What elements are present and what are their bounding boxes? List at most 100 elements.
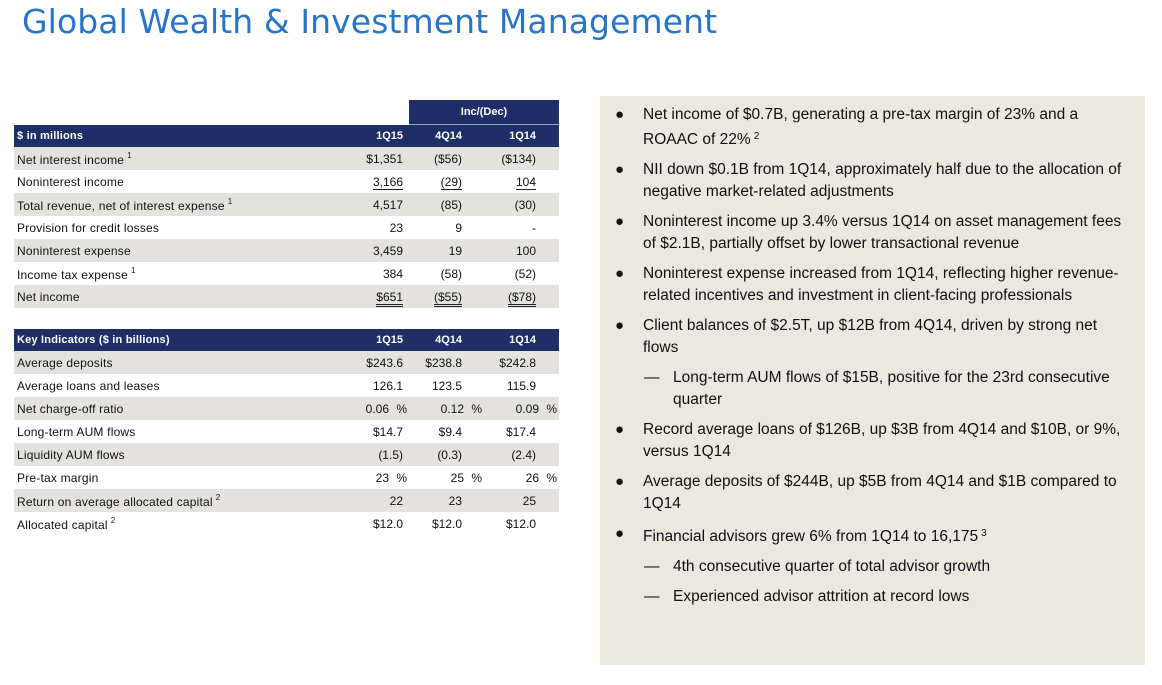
table-row: Net income $651 ($55) ($78): [14, 285, 559, 308]
bullet-item: ● Net income of $0.7B, generating a pre-t…: [600, 104, 1145, 151]
table-row: Provision for credit losses 23 9 -: [14, 216, 559, 239]
value-text: 3,459: [372, 243, 403, 258]
header-col-4q14: 4Q14: [409, 124, 484, 147]
percent-sign: %: [471, 401, 482, 416]
row-label-text: Return on average allocated capital: [17, 494, 213, 509]
row-value-c2: 0.12%: [409, 397, 484, 420]
value-text: 126.1: [372, 378, 403, 393]
indicators-header-row: Key Indicators ($ in billions) 1Q15 4Q14…: [14, 329, 559, 351]
value-text: 0.12: [440, 401, 464, 416]
value-text: ($134): [501, 151, 536, 166]
value-text: 123.5: [431, 378, 462, 393]
table-row: Net interest income 1 $1,351 ($56) ($134): [14, 147, 559, 170]
row-value-c3: ($134): [484, 147, 559, 170]
indicators-header-label: Key Indicators ($ in billions): [14, 329, 329, 351]
row-label-text: Total revenue, net of interest expense: [17, 198, 225, 213]
financials-header-row: $ in millions 1Q15 4Q14 1Q14: [14, 124, 559, 147]
row-value-c2: 123.5: [409, 374, 484, 397]
value-text: $17.4: [505, 424, 536, 439]
financials-header-label: $ in millions: [14, 124, 329, 147]
sub-bullet-item: — Experienced advisor attrition at record…: [600, 586, 1145, 608]
row-value-c1: 384: [329, 262, 409, 285]
footnote-marker: 3: [981, 528, 987, 539]
row-label: Net charge-off ratio: [14, 397, 329, 420]
row-value-c2: 25%: [409, 466, 484, 489]
value-text: (52): [514, 266, 536, 281]
row-label-text: Net interest income: [17, 152, 125, 167]
row-label: Average deposits: [14, 351, 329, 374]
bullet-marker: ●: [615, 525, 625, 542]
row-value-c3: $242.8: [484, 351, 559, 374]
bullet-marker: ●: [615, 106, 625, 123]
row-label-text: Net charge-off ratio: [17, 401, 124, 416]
value-text: -: [532, 220, 536, 235]
bullet-text: NII down $0.1B from 1Q14, approximately …: [643, 161, 1122, 200]
row-value-c1: 3,459: [329, 239, 409, 262]
row-label: Provision for credit losses: [14, 216, 329, 239]
inc-dec-header: Inc/(Dec): [409, 100, 559, 125]
percent-sign: %: [396, 470, 407, 485]
bullet-text: Noninterest income up 3.4% versus 1Q14 o…: [643, 213, 1122, 252]
bullet-item: ● Financial advisors grew 6% from 1Q14 to…: [600, 523, 1145, 548]
row-value-c2: ($56): [409, 147, 484, 170]
row-label-text: Pre-tax margin: [17, 470, 99, 485]
row-value-c2: (0.3): [409, 443, 484, 466]
row-value-c2: (58): [409, 262, 484, 285]
value-text: 384: [382, 266, 403, 281]
bullet-marker: ●: [615, 265, 625, 282]
row-label: Long-term AUM flows: [14, 420, 329, 443]
row-label-text: Noninterest expense: [17, 243, 131, 258]
row-value-c1: 3,166: [329, 170, 409, 193]
commentary-list: ● Net income of $0.7B, generating a pre-t…: [600, 104, 1145, 616]
value-text: (1.5): [378, 447, 403, 462]
dash-marker: —: [644, 369, 660, 386]
value-text: $14.7: [372, 424, 403, 439]
header-col-1q15: 1Q15: [329, 329, 409, 351]
value-text: ($55): [433, 289, 462, 307]
row-label: Average loans and leases: [14, 374, 329, 397]
bullet-marker: ●: [615, 473, 625, 490]
header-col-1q15: 1Q15: [329, 124, 409, 147]
value-text: (85): [440, 197, 462, 212]
value-text: ($78): [507, 289, 536, 307]
row-label: Noninterest expense: [14, 239, 329, 262]
percent-sign: %: [396, 401, 407, 416]
bullet-item: ● Noninterest income up 3.4% versus 1Q14 …: [600, 211, 1145, 255]
row-label: Income tax expense 1: [14, 262, 329, 285]
value-text: (58): [440, 266, 462, 281]
row-value-c2: $238.8: [409, 351, 484, 374]
footnote-marker: 2: [110, 515, 116, 525]
row-label-text: Average deposits: [17, 355, 113, 370]
table-row: Total revenue, net of interest expense 1 4…: [14, 193, 559, 216]
row-label: Net interest income 1: [14, 147, 329, 170]
commentary-panel: ● Net income of $0.7B, generating a pre-t…: [600, 96, 1145, 665]
row-value-c1: 0.06%: [329, 397, 409, 420]
value-text: (0.3): [437, 447, 462, 462]
bullet-text: Net income of $0.7B, generating a pre-ta…: [643, 106, 1079, 148]
bullet-item: ● Average deposits of $244B, up $5B from …: [600, 471, 1145, 515]
key-indicators-table: Key Indicators ($ in billions) 1Q15 4Q14…: [14, 329, 559, 535]
row-label-text: Income tax expense: [17, 267, 128, 282]
row-label: Return on average allocated capital 2: [14, 489, 329, 512]
value-text: $238.8: [425, 355, 462, 370]
bullet-text: Noninterest expense increased from 1Q14,…: [643, 265, 1119, 304]
value-text: ($56): [433, 151, 462, 166]
bullet-item: ● NII down $0.1B from 1Q14, approximately…: [600, 159, 1145, 203]
row-label: Liquidity AUM flows: [14, 443, 329, 466]
value-text: 19: [448, 243, 462, 258]
table-row: Allocated capital 2 $12.0 $12.0 $12.0: [14, 512, 559, 535]
bullet-text: Average deposits of $244B, up $5B from 4…: [643, 473, 1117, 512]
row-value-c3: 104: [484, 170, 559, 193]
row-label-text: Provision for credit losses: [17, 220, 160, 235]
row-value-c2: (29): [409, 170, 484, 193]
row-value-c3: 0.09%: [484, 397, 559, 420]
bullet-text: Client balances of $2.5T, up $12B from 4…: [643, 317, 1098, 356]
value-text: 100: [515, 243, 536, 258]
bullet-text: Record average loans of $126B, up $3B fr…: [643, 421, 1121, 460]
value-text: 104: [515, 174, 536, 190]
row-value-c3: ($78): [484, 285, 559, 308]
table-row: Average loans and leases 126.1 123.5 115.9: [14, 374, 559, 397]
value-text: $12.0: [505, 516, 536, 531]
row-label-text: Long-term AUM flows: [17, 424, 136, 439]
footnote-marker: 1: [131, 265, 136, 275]
